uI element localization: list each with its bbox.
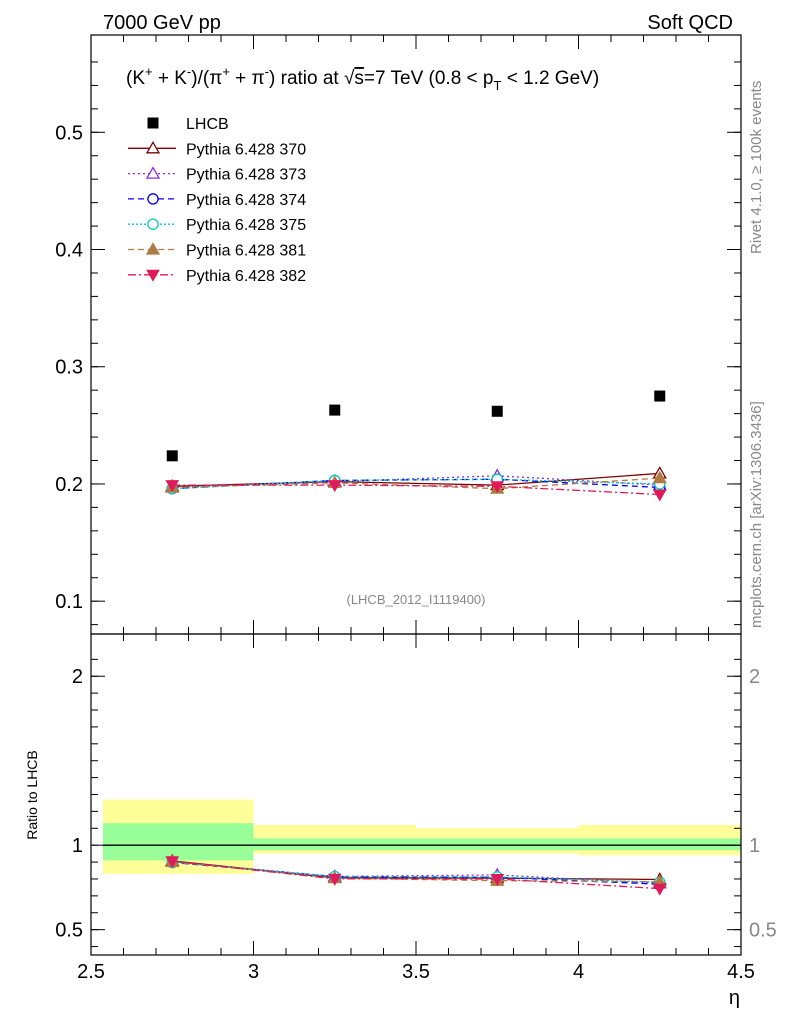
x-tick-label: 4.5 [727,961,755,983]
ratio-point [490,873,505,886]
legend-label: Pythia 6.428 374 [186,192,306,209]
ratio-point [327,873,342,886]
legend-marker [146,269,160,282]
y-tick-label-right: 0.5 [749,920,777,942]
chart-title: (K+ + K-)/(π+ + π-) ratio at √s=7 TeV (0… [126,64,599,93]
uncertainty-band-inner [578,838,741,851]
data-point [491,405,503,417]
x-tick-label: 3 [248,961,259,983]
ratio-line [172,860,660,890]
y-tick-label: 0.5 [55,920,83,942]
legend-marker-data [147,117,159,129]
y-tick-label-right: 2 [749,666,760,688]
data-point [654,390,666,402]
ratio-ylabel: Ratio to LHCB [24,750,40,839]
legend-label: Pythia 6.428 373 [186,167,306,184]
ratio-point [652,883,667,896]
main-panel: 0.1 0.2 0.3 0.4 0.5 [55,34,742,635]
y-tick-label: 1 [72,835,83,857]
plot-frame [90,633,742,956]
legend-marker [147,193,159,205]
legend-marker [145,166,161,179]
legend-marker [145,140,161,154]
mc-point [165,480,180,493]
uncertainty-band-inner [416,838,579,851]
x-tick-label: 3.5 [402,961,430,983]
legend-label: Pythia 6.428 375 [186,217,306,234]
data-point [166,450,178,462]
y-tick-label-right: 1 [749,835,760,857]
legend-label-data: LHCB [186,116,229,133]
mc-point [652,470,667,484]
ratio-point [165,856,180,869]
y-tick-label: 0.1 [55,591,83,613]
legend-label: Pythia 6.428 381 [186,243,306,260]
side-label-rivet: Rivet 4.1.0, ≥ 100k events [748,81,765,254]
header-right: Soft QCD [647,12,733,34]
y-tick-label: 0.2 [55,474,83,496]
mc-point [652,489,667,502]
header-left: 7000 GeV pp [103,12,221,34]
legend-marker [147,218,159,230]
legend-marker [145,242,161,255]
analysis-watermark: (LHCB_2012_I1119400) [346,592,485,607]
x-tick-label: 2.5 [77,961,105,983]
uncertainty-band-inner [103,823,254,861]
mc-line [172,484,660,496]
y-tick-label: 0.3 [55,357,83,379]
x-tick-label: 4 [573,961,584,983]
y-tick-label: 0.4 [55,240,83,262]
uncertainty-band-inner [253,838,416,851]
mc-point [327,480,342,493]
y-tick-label: 2 [72,666,83,688]
mc-point [490,481,505,494]
y-tick-label: 0.5 [55,122,83,144]
data-point [329,404,341,416]
side-label-mcplots: mcplots.cern.ch [arXiv:1306.3436] [748,401,765,628]
legend-label: Pythia 6.428 382 [186,268,306,285]
ratio-panel: 0.5 1 2 0.5 1 2 2.5 3 3.5 4 4.5 [55,633,777,983]
x-axis-label: η [729,987,740,1009]
legend-label: Pythia 6.428 370 [186,141,306,158]
legend: LHCB Pythia 6.428 370 Pythia 6.428 373 Pyth… [128,116,306,285]
